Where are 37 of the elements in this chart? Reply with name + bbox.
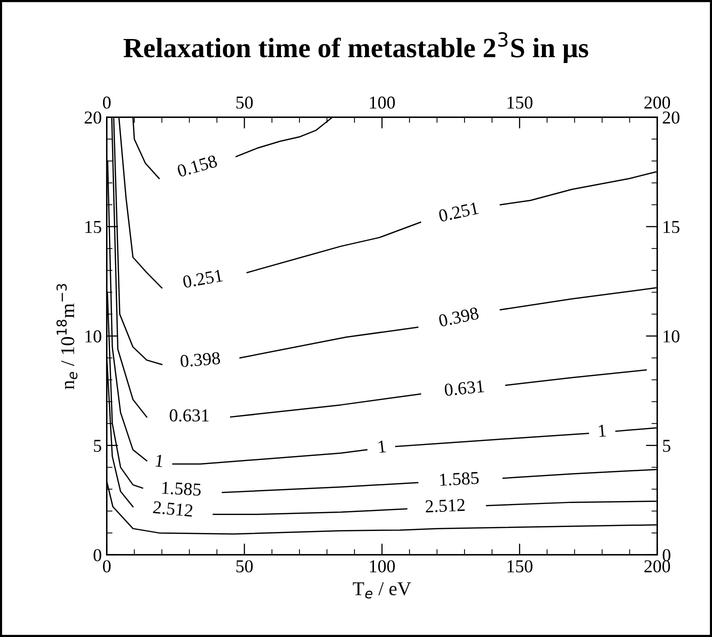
text: 0.158 (176, 154, 218, 178)
y-tick-label: 20 (84, 111, 102, 124)
x-tick-label: 50 (236, 560, 253, 572)
text: 1 (598, 424, 606, 437)
y2-tick-label: 15 (664, 220, 680, 234)
y2-tick-label: 5 (663, 440, 670, 452)
series-label: 0.398 (180, 352, 220, 368)
chart-title: Relaxation time of metastable 2$^{3}$S in μs (124, 32, 588, 64)
y-tick-label: 5 (94, 440, 102, 452)
x-tick-label: 150 (508, 560, 532, 572)
text: 1 (156, 454, 164, 468)
series-label: 1.585 (162, 482, 202, 496)
x-tick-label: 0 (102, 560, 111, 572)
text: 0.631 (444, 380, 484, 396)
x2-tick-label: 200 (644, 96, 670, 109)
y-tick-label: 0 (94, 549, 102, 562)
text: 0.251 (438, 202, 479, 222)
y2-tick-label: 20 (662, 111, 680, 124)
y2-tick-label: 10 (664, 330, 680, 342)
text: 0.398 (438, 306, 480, 328)
y-tick-label: 15 (85, 220, 102, 234)
x-tick-label: 100 (370, 560, 395, 572)
x2-tick-label: 50 (236, 96, 253, 109)
text: 1 (378, 440, 386, 453)
x2-tick-label: 150 (508, 96, 532, 109)
x2-tick-label: 0 (102, 96, 111, 109)
y2-tick-label: 0 (662, 549, 670, 562)
x2-tick-label: 100 (370, 96, 395, 109)
text: 1.585 (440, 472, 479, 486)
x-axis-title: T$_{e}$ / eV (352, 582, 412, 598)
text: 0.631 (170, 409, 209, 422)
x-tick-label: 200 (644, 560, 670, 572)
series-label: 2.512 (425, 498, 465, 513)
text: 2.512 (153, 501, 193, 517)
y-axis-title: n$_{e}$ / 10$^{18}$m$^{−3}$ (56, 284, 78, 390)
y-tick-label: 10 (85, 330, 102, 342)
text: 0.251 (182, 269, 223, 288)
